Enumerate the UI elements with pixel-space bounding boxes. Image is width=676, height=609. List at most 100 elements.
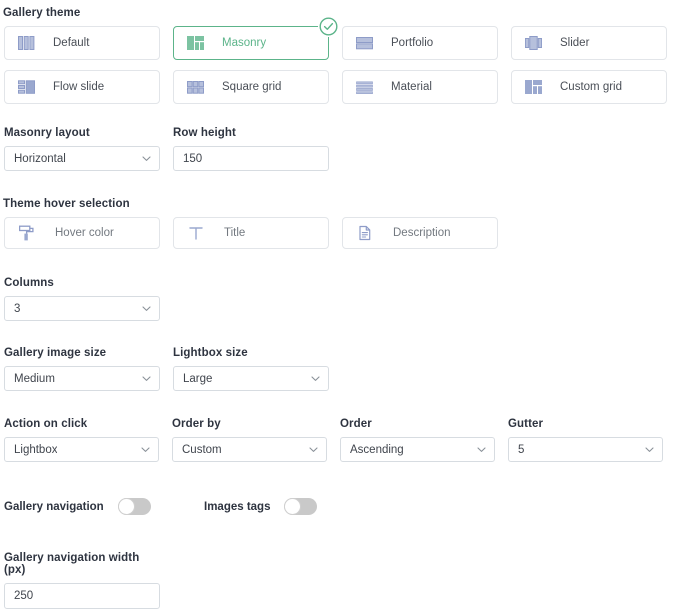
theme-card-label: Default	[53, 37, 90, 49]
columns-field: Columns 3	[4, 277, 160, 321]
masonry-layout-label: Masonry layout	[4, 127, 90, 139]
order-field: Order Ascending	[340, 418, 495, 462]
gallery-navigation-width-row: Gallery navigation width (px) 250	[4, 552, 676, 609]
order-select[interactable]: Ascending	[340, 437, 495, 462]
toggles-section: Gallery navigation Images tags	[0, 498, 676, 515]
gutter-value: 5	[518, 443, 525, 456]
chevron-down-icon	[645, 445, 654, 454]
theme-hover-selection-label: Theme hover selection	[3, 198, 130, 210]
text-title-icon	[186, 224, 206, 242]
horizontal-lines-icon	[353, 78, 375, 96]
row-height-field: Row height 150	[173, 127, 329, 171]
theme-card-slider[interactable]: Slider	[511, 26, 667, 60]
gallery-image-size-select[interactable]: Medium	[4, 366, 160, 391]
action-on-click-value: Lightbox	[14, 443, 58, 456]
columns-row: Columns 3	[4, 277, 676, 321]
order-label: Order	[340, 418, 372, 430]
theme-card-flow-slide[interactable]: Flow slide	[4, 70, 160, 104]
theme-card-masonry[interactable]: Masonry	[173, 16, 339, 60]
gallery-navigation-label: Gallery navigation	[4, 500, 104, 513]
vertical-bars-icon	[15, 34, 37, 52]
lightbox-size-field: Lightbox size Large	[173, 347, 329, 391]
gallery-image-size-value: Medium	[14, 372, 55, 385]
chevron-down-icon	[142, 374, 151, 383]
lightbox-size-value: Large	[183, 372, 213, 385]
flow-slide-icon	[15, 78, 37, 96]
action-on-click-select[interactable]: Lightbox	[4, 437, 159, 462]
slider-icon	[522, 34, 544, 52]
check-circle-icon	[318, 16, 339, 37]
masonry-layout-value: Horizontal	[14, 152, 66, 165]
paint-roller-icon	[17, 224, 37, 242]
action-on-click-field: Action on click Lightbox	[4, 418, 159, 462]
gutter-field: Gutter 5	[508, 418, 663, 462]
ordering-row: Action on click Lightbox Order by Custom	[4, 418, 676, 462]
square-grid-icon	[184, 78, 206, 96]
theme-card-material[interactable]: Material	[342, 70, 498, 104]
theme-card-label: Custom grid	[560, 81, 622, 93]
gallery-theme-grid: Default Masonry	[4, 16, 676, 104]
gallery-navigation-width-field: Gallery navigation width (px) 250	[4, 552, 160, 609]
hover-card-title[interactable]: Title	[173, 217, 329, 249]
ordering-section: Action on click Lightbox Order by Custom	[0, 418, 676, 462]
chevron-down-icon	[141, 445, 150, 454]
order-by-value: Custom	[182, 443, 222, 456]
theme-card-default[interactable]: Default	[4, 26, 160, 60]
lightbox-size-label: Lightbox size	[173, 347, 248, 359]
custom-grid-icon	[522, 78, 544, 96]
hover-card-description[interactable]: Description	[342, 217, 498, 249]
row-height-value: 150	[183, 152, 203, 165]
chevron-down-icon	[309, 445, 318, 454]
hover-card-hover-color[interactable]: Hover color	[4, 217, 160, 249]
order-by-label: Order by	[172, 418, 221, 430]
theme-card-custom-grid[interactable]: Custom grid	[511, 70, 667, 104]
toggle-knob	[117, 498, 135, 515]
columns-label: Columns	[4, 277, 54, 289]
toggle-row: Gallery navigation Images tags	[4, 498, 676, 515]
order-value: Ascending	[350, 443, 404, 456]
gallery-image-size-label: Gallery image size	[4, 347, 107, 359]
columns-section: Columns 3	[0, 277, 676, 321]
order-by-select[interactable]: Custom	[172, 437, 327, 462]
hover-card-label: Hover color	[55, 227, 114, 239]
chevron-down-icon	[311, 374, 320, 383]
masonry-row-section: Masonry layout Horizontal Row height 150	[0, 127, 676, 171]
order-by-field: Order by Custom	[172, 418, 327, 462]
theme-hover-grid: Hover color Title Desc	[4, 217, 676, 249]
gutter-label: Gutter	[508, 418, 544, 430]
masonry-layout-select[interactable]: Horizontal	[4, 146, 160, 171]
gallery-navigation-toggle[interactable]	[117, 498, 151, 515]
masonry-row: Masonry layout Horizontal Row height 150	[4, 127, 676, 171]
images-tags-label: Images tags	[204, 500, 271, 513]
document-icon	[355, 224, 375, 242]
lightbox-size-select[interactable]: Large	[173, 366, 329, 391]
row-height-input[interactable]: 150	[173, 146, 329, 171]
theme-card-label: Masonry	[222, 37, 267, 49]
theme-card-portfolio[interactable]: Portfolio	[342, 26, 498, 60]
theme-card-square-grid[interactable]: Square grid	[173, 70, 329, 104]
columns-value: 3	[14, 302, 21, 315]
images-tags-toggle[interactable]	[284, 498, 318, 515]
row-height-label: Row height	[173, 127, 236, 139]
theme-hover-selection-section: Theme hover selection Hover color	[0, 198, 676, 249]
theme-card-label: Flow slide	[53, 81, 105, 93]
theme-card-label: Material	[391, 81, 432, 93]
gallery-navigation-width-value: 250	[14, 590, 34, 602]
theme-card-label: Portfolio	[391, 37, 434, 49]
hover-card-label: Description	[393, 227, 451, 239]
chevron-down-icon	[142, 154, 151, 163]
image-size-row: Gallery image size Medium Lightbox size …	[4, 347, 676, 391]
gutter-select[interactable]: 5	[508, 437, 663, 462]
columns-select[interactable]: 3	[4, 296, 160, 321]
gallery-navigation-width-input[interactable]: 250	[4, 583, 160, 609]
hover-card-label: Title	[224, 227, 246, 239]
horizontal-bars-icon	[353, 34, 375, 52]
gallery-navigation-width-section: Gallery navigation width (px) 250	[0, 552, 676, 609]
images-tags-group: Images tags	[204, 498, 318, 515]
masonry-grid-icon	[184, 34, 206, 52]
gallery-image-size-field: Gallery image size Medium	[4, 347, 160, 391]
action-on-click-label: Action on click	[4, 418, 88, 430]
gallery-navigation-width-label: Gallery navigation width (px)	[4, 552, 140, 576]
chevron-down-icon	[142, 304, 151, 313]
